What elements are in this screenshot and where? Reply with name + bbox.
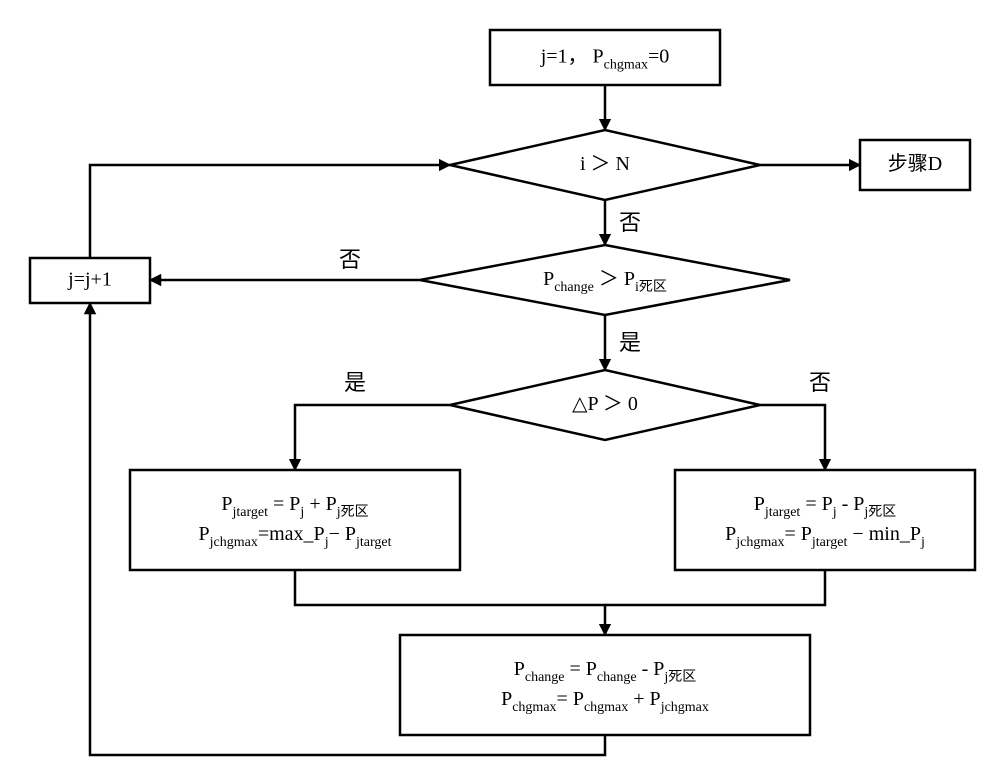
edge-label: 否 xyxy=(809,370,831,395)
node-text: j=j+1 xyxy=(67,268,112,290)
edge-label: 是 xyxy=(619,330,641,355)
node-text: 步骤D xyxy=(888,152,942,175)
process-shape xyxy=(400,635,810,735)
edge-label: 否 xyxy=(339,247,361,272)
edge-label: 否 xyxy=(619,210,641,235)
node-yesBox: Pjtarget = Pj + Pj死区Pjchgmax=max_Pj− Pjt… xyxy=(130,470,460,570)
node-stepD: 步骤D xyxy=(860,140,970,190)
flow-edge xyxy=(760,405,825,470)
flow-edge xyxy=(295,405,450,470)
flow-edge xyxy=(90,165,450,258)
node-text: i ＞ N xyxy=(580,153,630,175)
node-jpp: j=j+1 xyxy=(30,258,150,303)
node-start: j=1， Pchgmax=0 xyxy=(490,30,720,85)
node-d1: i ＞ N xyxy=(450,130,760,200)
process-shape xyxy=(130,470,460,570)
node-merge: Pchange = Pchange - Pj死区Pchgmax= Pchgmax… xyxy=(400,635,810,735)
flow-edge xyxy=(605,570,825,605)
node-noBox: Pjtarget = Pj - Pj死区Pjchgmax= Pjtarget −… xyxy=(675,470,975,570)
edge-label: 是 xyxy=(344,370,366,395)
flow-edge xyxy=(295,570,605,635)
process-shape xyxy=(675,470,975,570)
node-text: △P ＞ 0 xyxy=(572,393,638,415)
node-d3: △P ＞ 0 xyxy=(450,370,760,440)
node-d2: Pchange ＞ Pi死区 xyxy=(420,245,790,315)
flowchart-root: 否否是是否j=1， Pchgmax=0i ＞ N步骤DPchange ＞ Pi死… xyxy=(0,0,1000,767)
